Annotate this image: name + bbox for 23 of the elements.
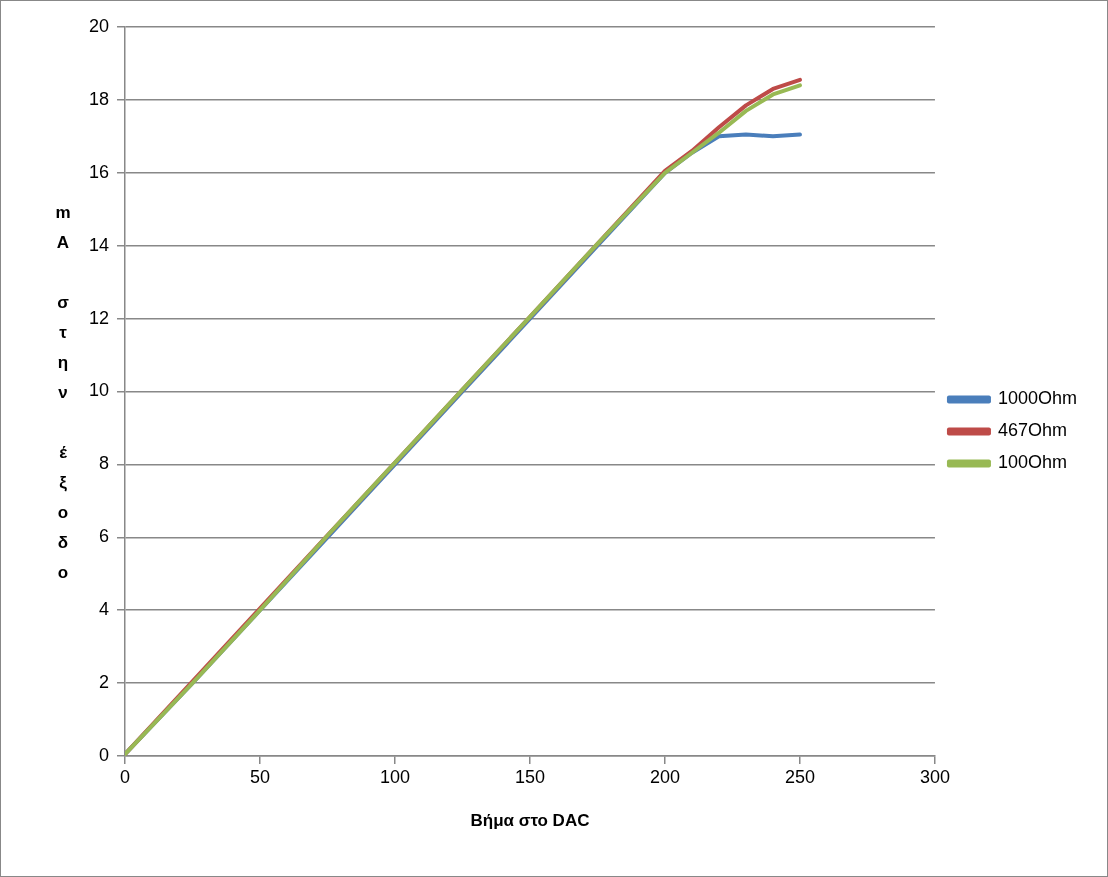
y-tick-label: 0 [99, 744, 110, 765]
y-tick-label: 4 [99, 599, 110, 620]
y-tick-label: 20 [88, 15, 110, 36]
x-tick-label: 250 [784, 766, 815, 787]
x-tick-label: 150 [514, 766, 546, 787]
x-tick-label: 0 [120, 766, 131, 787]
y-tick-label: 14 [88, 234, 110, 255]
legend-label: 467Ohm [997, 420, 1067, 441]
x-tick-label: 200 [649, 766, 680, 787]
legend-label: 1000Ohm [997, 388, 1078, 409]
y-tick-label: 6 [99, 526, 110, 547]
y-tick-label: 16 [88, 161, 110, 182]
x-tick-label: 300 [919, 766, 950, 787]
text: mA στην έξοδο [55, 202, 71, 582]
y-tick-label: 2 [99, 672, 110, 693]
legend-label: 100Ohm [997, 452, 1067, 473]
y-tick-label: 18 [88, 88, 110, 109]
y-tick-label: 8 [99, 453, 110, 474]
y-tick-label: 12 [88, 307, 110, 328]
x-tick-label: 50 [249, 766, 271, 787]
x-axis-title: Βήμα στο DAC [470, 811, 590, 831]
x-tick-label: 100 [379, 766, 411, 787]
y-tick-label: 10 [88, 380, 110, 401]
